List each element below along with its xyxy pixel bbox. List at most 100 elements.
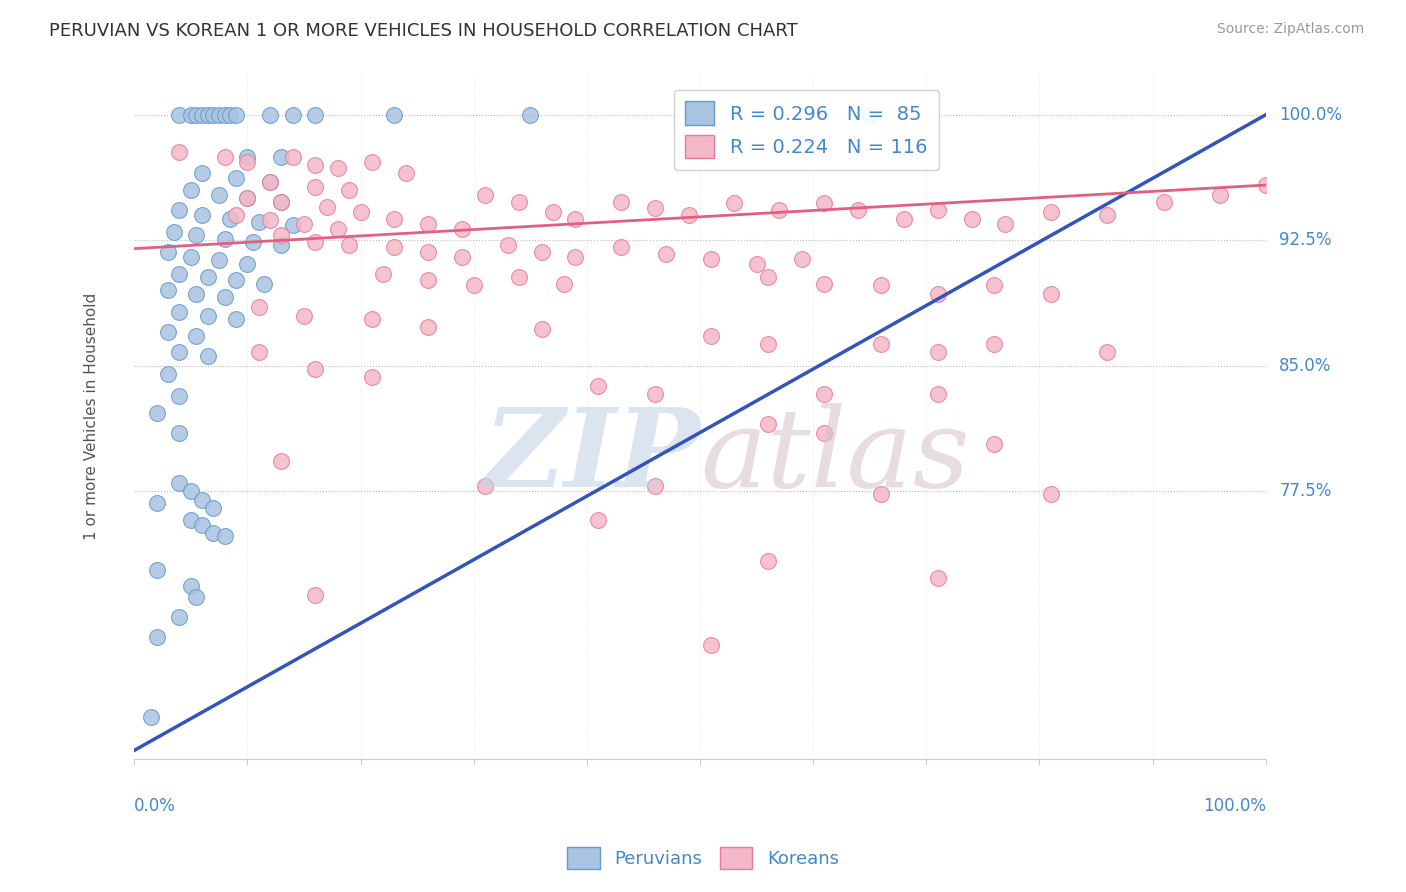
Point [236,191,259,205]
Point [219,108,242,122]
Point [259,108,281,122]
Point [418,320,440,334]
Point [610,194,633,209]
Point [474,188,496,202]
Point [768,203,790,218]
Point [169,609,191,624]
Point [157,367,180,381]
Point [242,235,264,249]
Point [163,225,186,239]
Point [157,284,180,298]
Point [463,278,485,293]
Point [180,580,202,594]
Point [270,454,292,468]
Point [1039,286,1062,301]
Point [983,278,1005,293]
Point [202,108,225,122]
Point [169,425,191,440]
Point [191,108,214,122]
Point [530,322,553,336]
Point [496,238,519,252]
Text: 0.0%: 0.0% [134,797,176,814]
Point [541,204,564,219]
Text: 85.0%: 85.0% [1279,357,1331,375]
Point [813,196,835,211]
Point [208,188,231,202]
Point [644,202,666,216]
Point [225,273,247,287]
Point [270,150,292,164]
Point [180,108,202,122]
Point [927,387,949,401]
Point [146,630,169,644]
Point [360,154,382,169]
Point [994,217,1017,231]
Point [337,183,360,197]
Point [202,526,225,541]
Point [418,273,440,287]
Point [983,337,1005,351]
Point [700,638,723,652]
Point [745,257,768,271]
Text: PERUVIAN VS KOREAN 1 OR MORE VEHICLES IN HOUSEHOLD CORRELATION CHART: PERUVIAN VS KOREAN 1 OR MORE VEHICLES IN… [49,22,799,40]
Point [700,252,723,266]
Point [678,208,700,222]
Point [315,200,337,214]
Point [790,252,813,266]
Point [927,345,949,359]
Point [360,370,382,384]
Point [292,217,315,231]
Point [337,238,360,252]
Point [349,204,371,219]
Point [893,211,915,226]
Point [700,328,723,343]
Point [281,150,304,164]
Point [186,286,208,301]
Point [983,437,1005,451]
Point [197,309,219,323]
Text: Source: ZipAtlas.com: Source: ZipAtlas.com [1216,22,1364,37]
Point [373,267,395,281]
Point [304,179,326,194]
Point [236,257,259,271]
Point [564,250,586,264]
Point [655,246,678,260]
Point [146,405,169,419]
Point [157,325,180,339]
Point [214,150,236,164]
Point [586,378,609,392]
Point [157,244,180,259]
Point [169,305,191,319]
Point [610,240,633,254]
Point [384,108,406,122]
Point [197,270,219,285]
Point [180,512,202,526]
Point [225,108,247,122]
Point [813,277,835,291]
Point [214,290,236,304]
Point [180,484,202,499]
Point [259,213,281,227]
Point [169,267,191,281]
Point [870,278,893,293]
Point [169,389,191,403]
Point [304,108,326,122]
Point [870,337,893,351]
Point [395,166,418,180]
Point [270,228,292,243]
Point [208,253,231,268]
Point [1039,204,1062,219]
Point [519,108,541,122]
Point [304,362,326,376]
Point [927,203,949,218]
Text: ZIP: ZIP [484,403,700,511]
Point [418,244,440,259]
Legend: Peruvians, Koreans: Peruvians, Koreans [560,839,846,876]
Point [247,215,270,229]
Point [191,517,214,532]
Point [214,529,236,543]
Point [1254,178,1277,192]
Point [208,108,231,122]
Point [1039,487,1062,501]
Point [1209,188,1232,202]
